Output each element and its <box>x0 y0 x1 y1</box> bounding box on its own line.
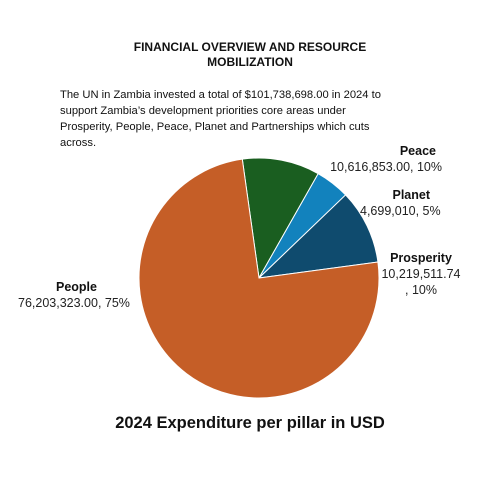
label-peace-value: 10,616,853.00, 10% <box>330 160 442 174</box>
label-prosperity-name: Prosperity <box>390 251 452 265</box>
heading-line-2: MOBILIZATION <box>207 55 293 69</box>
heading-line-1: FINANCIAL OVERVIEW AND RESOURCE <box>133 40 367 54</box>
pie-slice-prosperity <box>257 194 379 279</box>
label-planet-value: 4,699,010, 5% <box>360 204 441 218</box>
label-prosperity-value-line1: 10,219,511.74 <box>381 267 461 281</box>
label-planet: Planet 4,699,010, 5% <box>360 187 441 219</box>
pie-slice-people <box>138 158 380 399</box>
label-prosperity-value-line2: , 10% <box>405 283 437 297</box>
chart-title: 2024 Expenditure per pillar in USD <box>115 414 385 432</box>
intro-paragraph: The UN in Zambia invested a total of $10… <box>60 89 381 149</box>
pie-slice-peace <box>241 157 319 280</box>
label-prosperity: Prosperity 10,219,511.74 , 10% <box>380 250 462 298</box>
label-planet-name: Planet <box>392 188 430 202</box>
label-people-value: 76,203,323.00, 75% <box>18 296 130 310</box>
pie-slices <box>138 157 380 399</box>
label-peace-name: Peace <box>399 144 436 158</box>
label-peace: Peace 10,616,853.00, 10% <box>318 143 442 175</box>
section-heading: FINANCIAL OVERVIEW AND RESOURCE MOBILIZA… <box>110 40 390 70</box>
label-people-name: People <box>56 280 97 294</box>
label-people: People 76,203,323.00, 75% <box>18 279 130 311</box>
